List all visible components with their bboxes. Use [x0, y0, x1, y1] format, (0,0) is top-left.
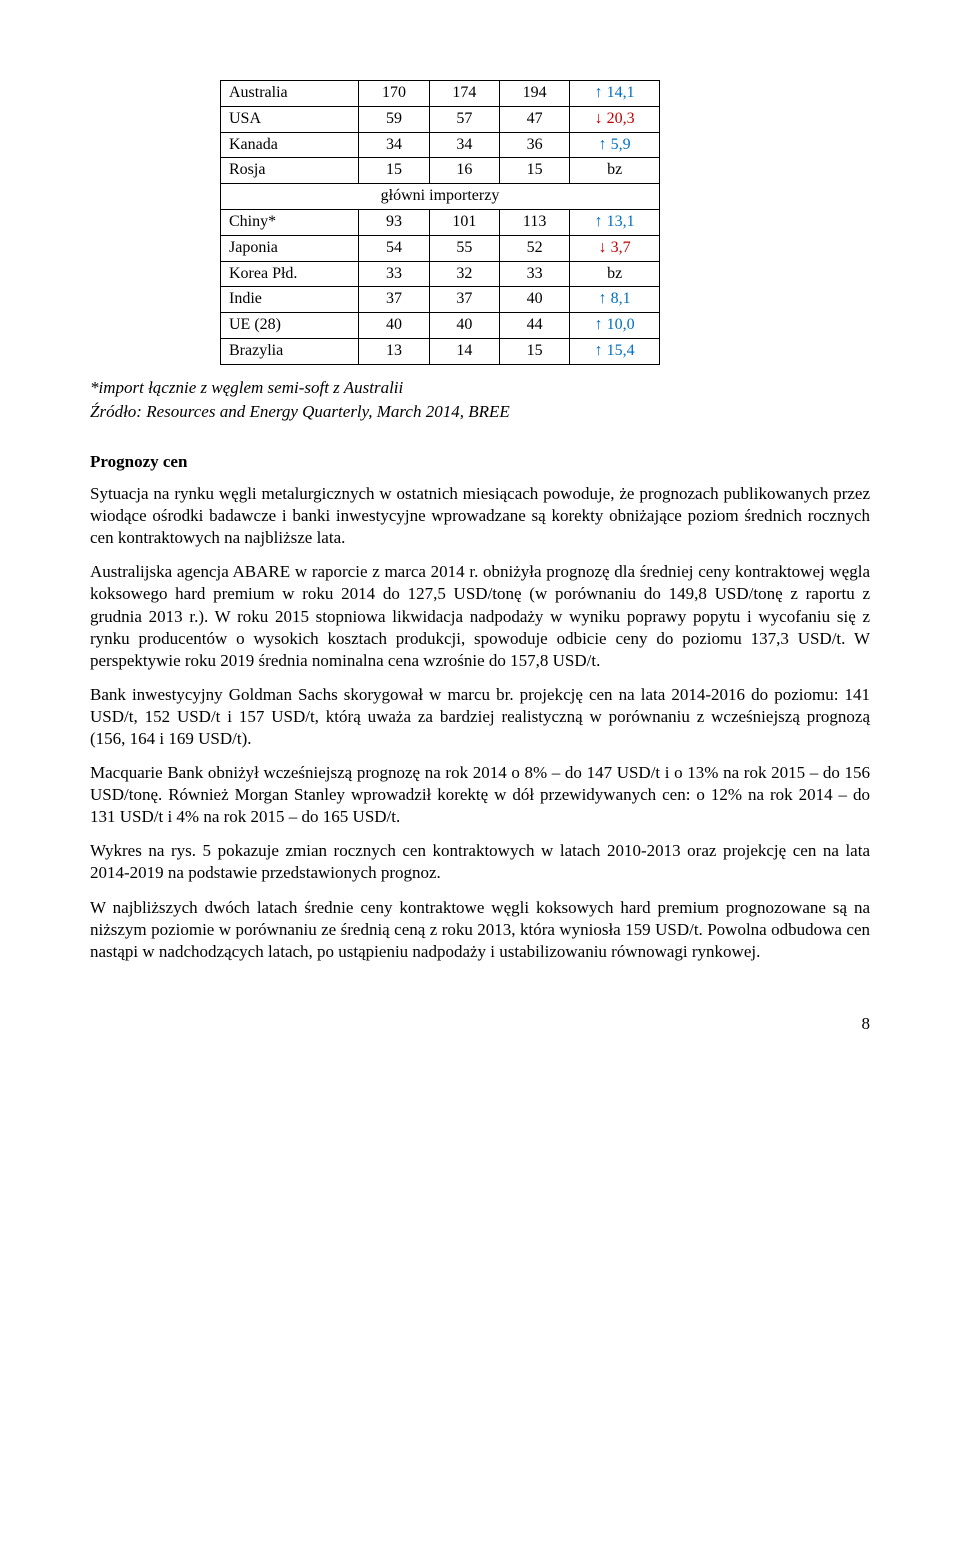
row-value: 170	[359, 81, 429, 107]
row-label: Japonia	[221, 235, 359, 261]
row-value: 14	[429, 338, 499, 364]
row-value: 33	[359, 261, 429, 287]
row-value: 32	[429, 261, 499, 287]
table-row: USA 59 57 47 ↓ 20,3	[221, 106, 660, 132]
row-value: 16	[429, 158, 499, 184]
row-change: ↓ 3,7	[570, 235, 660, 261]
row-value: 57	[429, 106, 499, 132]
row-change: ↓ 20,3	[570, 106, 660, 132]
row-change: ↑ 15,4	[570, 338, 660, 364]
row-label: Rosja	[221, 158, 359, 184]
body-paragraph: Macquarie Bank obniżył wcześniejszą prog…	[90, 762, 870, 828]
row-label: Indie	[221, 287, 359, 313]
row-value: 15	[499, 158, 569, 184]
importers-table: Australia 170 174 194 ↑ 14,1 USA 59 57 4…	[220, 80, 660, 365]
row-value: 15	[499, 338, 569, 364]
table-source: Źródło: Resources and Energy Quarterly, …	[90, 401, 870, 423]
row-value: 44	[499, 313, 569, 339]
row-value: 33	[499, 261, 569, 287]
page-number: 8	[90, 1013, 870, 1035]
row-value: 15	[359, 158, 429, 184]
row-change: ↑ 10,0	[570, 313, 660, 339]
row-label: Korea Płd.	[221, 261, 359, 287]
row-value: 113	[499, 209, 569, 235]
row-label: USA	[221, 106, 359, 132]
row-value: 40	[359, 313, 429, 339]
row-change: bz	[570, 158, 660, 184]
row-value: 36	[499, 132, 569, 158]
row-value: 52	[499, 235, 569, 261]
table-row: UE (28) 40 40 44 ↑ 10,0	[221, 313, 660, 339]
table-row: Indie 37 37 40 ↑ 8,1	[221, 287, 660, 313]
row-value: 47	[499, 106, 569, 132]
table-footnote: *import łącznie z węglem semi-soft z Aus…	[90, 377, 870, 399]
row-value: 40	[429, 313, 499, 339]
section-heading: Prognozy cen	[90, 451, 870, 473]
table-row: Brazylia 13 14 15 ↑ 15,4	[221, 338, 660, 364]
row-value: 101	[429, 209, 499, 235]
row-label: UE (28)	[221, 313, 359, 339]
row-change: ↑ 14,1	[570, 81, 660, 107]
row-value: 40	[499, 287, 569, 313]
row-value: 59	[359, 106, 429, 132]
row-value: 34	[359, 132, 429, 158]
body-paragraph: Australijska agencja ABARE w raporcie z …	[90, 561, 870, 671]
row-value: 194	[499, 81, 569, 107]
body-paragraph: Wykres na rys. 5 pokazuje zmian rocznych…	[90, 840, 870, 884]
body-paragraph: Bank inwestycyjny Goldman Sachs skorygow…	[90, 684, 870, 750]
row-value: 13	[359, 338, 429, 364]
row-label: Australia	[221, 81, 359, 107]
row-value: 55	[429, 235, 499, 261]
table-row: Korea Płd. 33 32 33 bz	[221, 261, 660, 287]
section-header-row: główni importerzy	[221, 184, 660, 210]
table-row: Australia 170 174 194 ↑ 14,1	[221, 81, 660, 107]
row-value: 174	[429, 81, 499, 107]
row-value: 37	[359, 287, 429, 313]
row-change: ↑ 5,9	[570, 132, 660, 158]
row-value: 37	[429, 287, 499, 313]
row-change: bz	[570, 261, 660, 287]
table-row: Kanada 34 34 36 ↑ 5,9	[221, 132, 660, 158]
row-value: 54	[359, 235, 429, 261]
row-label: Brazylia	[221, 338, 359, 364]
row-change: ↑ 8,1	[570, 287, 660, 313]
body-paragraph: W najbliższych dwóch latach średnie ceny…	[90, 897, 870, 963]
body-paragraph: Sytuacja na rynku węgli metalurgicznych …	[90, 483, 870, 549]
table-row: Rosja 15 16 15 bz	[221, 158, 660, 184]
row-value: 34	[429, 132, 499, 158]
table-row: Japonia 54 55 52 ↓ 3,7	[221, 235, 660, 261]
row-change: ↑ 13,1	[570, 209, 660, 235]
row-label: Chiny*	[221, 209, 359, 235]
table-row: Chiny* 93 101 113 ↑ 13,1	[221, 209, 660, 235]
row-label: Kanada	[221, 132, 359, 158]
row-value: 93	[359, 209, 429, 235]
